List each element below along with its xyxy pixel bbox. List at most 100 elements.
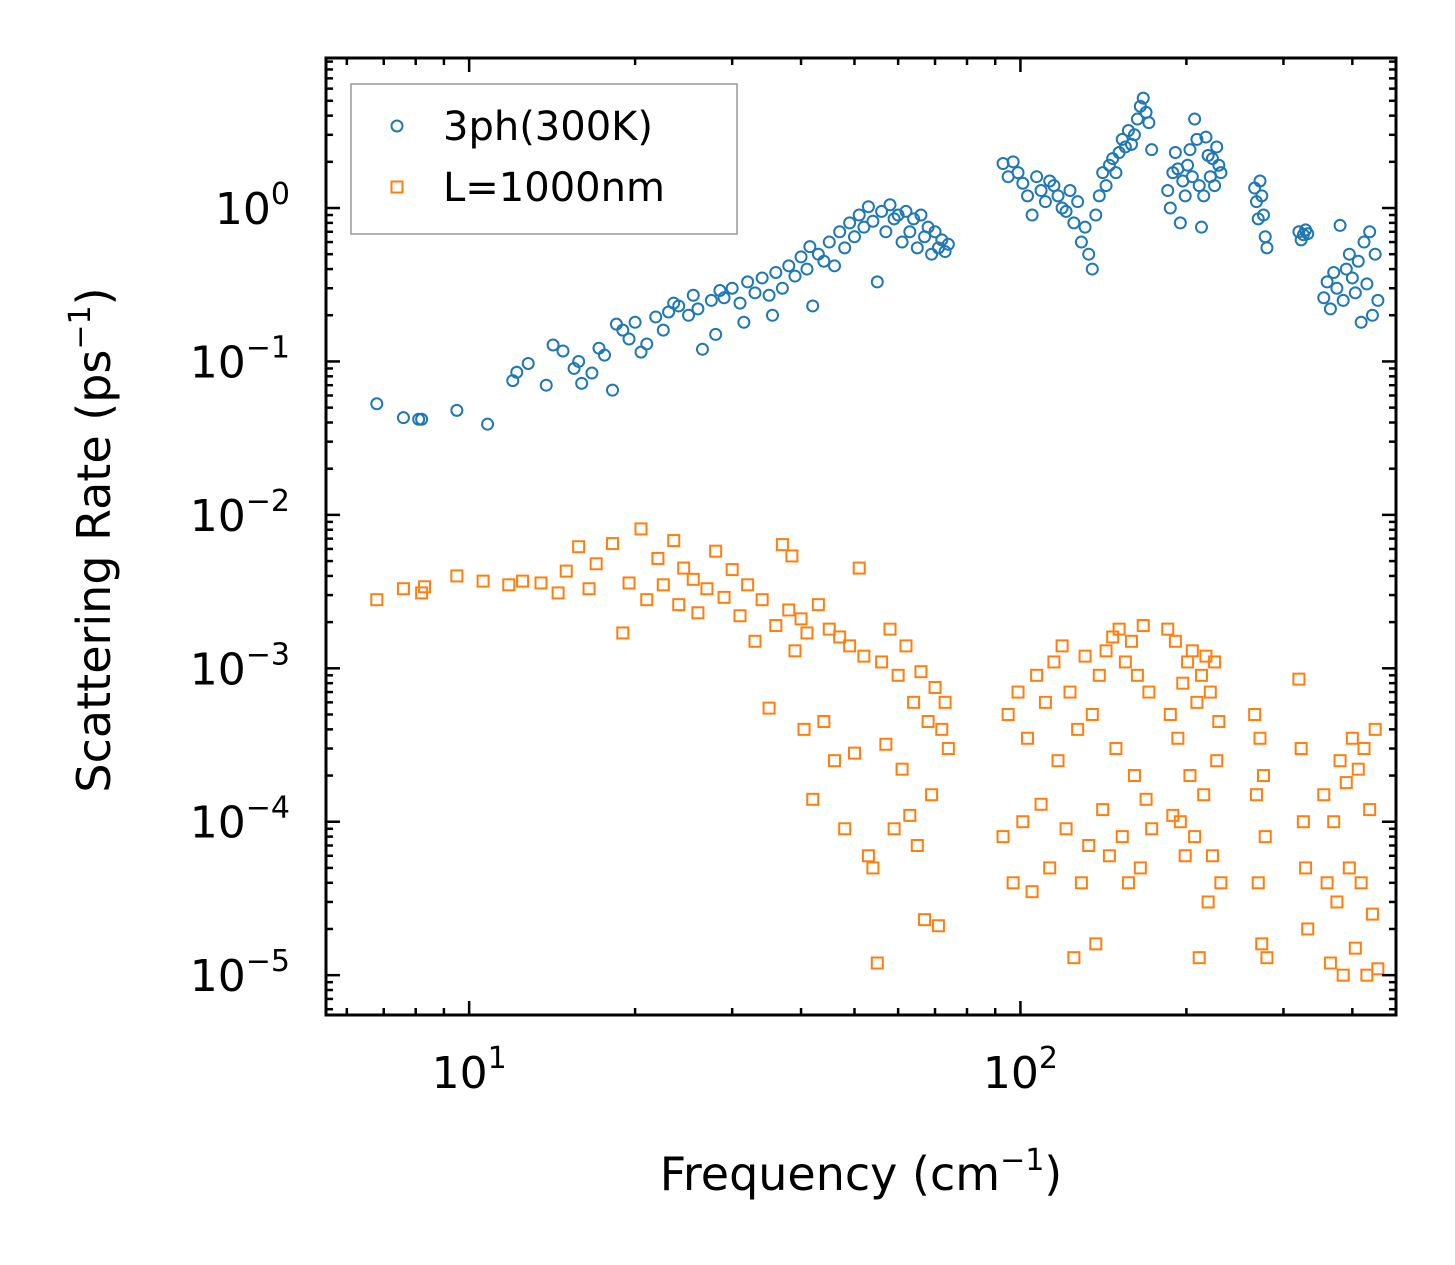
data-point	[833, 225, 847, 239]
data-point	[938, 695, 952, 709]
data-point	[1354, 876, 1368, 890]
data-point	[1085, 262, 1099, 276]
data-point	[1357, 742, 1371, 756]
data-point	[1115, 830, 1129, 844]
data-point	[1317, 291, 1331, 305]
data-point	[1194, 220, 1208, 234]
data-point	[1342, 861, 1356, 875]
data-point	[682, 308, 696, 322]
y-axis-title-sup: −1	[63, 305, 98, 349]
data-point	[1199, 130, 1213, 144]
data-point	[1078, 220, 1092, 234]
data-point	[907, 695, 921, 709]
legend: 3ph(300K) L=1000nm	[350, 83, 738, 235]
data-point	[418, 580, 432, 594]
data-point	[1368, 247, 1382, 261]
data-point	[1078, 649, 1092, 663]
data-point	[1082, 839, 1096, 853]
data-point	[1317, 788, 1331, 802]
data-point	[938, 245, 952, 259]
data-point	[879, 225, 893, 239]
data-point	[622, 576, 636, 590]
data-point	[1296, 815, 1310, 829]
data-point	[1320, 275, 1334, 289]
data-point	[788, 269, 802, 283]
data-point	[1357, 235, 1371, 249]
data-point	[1051, 754, 1065, 768]
data-point	[910, 839, 924, 853]
data-point	[1025, 885, 1039, 899]
data-point	[1096, 166, 1110, 180]
data-point	[1136, 619, 1150, 633]
data-point	[1299, 861, 1313, 875]
data-point	[686, 288, 700, 302]
data-point	[1345, 271, 1359, 285]
data-point	[797, 722, 811, 736]
series-3ph	[370, 91, 1385, 431]
data-point	[907, 212, 921, 226]
data-point	[370, 397, 384, 411]
data-point	[1188, 112, 1202, 126]
data-point	[651, 551, 665, 565]
data-point	[1260, 241, 1274, 255]
data-point	[1210, 754, 1224, 768]
data-point	[1185, 644, 1199, 658]
data-point	[1127, 769, 1141, 783]
data-point	[1330, 281, 1344, 295]
data-point	[822, 235, 836, 249]
data-point	[748, 634, 762, 648]
data-point	[918, 913, 932, 927]
data-point	[838, 822, 852, 836]
data-point	[1260, 951, 1274, 965]
data-point	[1021, 731, 1035, 745]
data-point	[762, 288, 776, 302]
data-point	[1183, 143, 1197, 157]
data-point	[582, 582, 596, 596]
data-point	[1102, 849, 1116, 863]
data-point	[572, 540, 586, 554]
data-point	[597, 348, 611, 362]
data-point	[1363, 225, 1377, 239]
data-point	[1253, 174, 1267, 188]
data-point	[1330, 895, 1344, 909]
data-point	[516, 574, 530, 588]
data-point	[996, 830, 1010, 844]
data-point	[1127, 128, 1141, 142]
data-point	[656, 578, 670, 592]
data-point	[822, 622, 836, 636]
x-axis-title-sup: −1	[1000, 1143, 1044, 1178]
data-point	[737, 315, 751, 329]
data-point	[1192, 951, 1206, 965]
x-tick-label: 102	[983, 1041, 1058, 1099]
data-point	[1163, 707, 1177, 721]
data-point	[717, 590, 731, 604]
data-point	[852, 561, 866, 575]
data-point	[725, 281, 739, 295]
data-point	[534, 576, 548, 590]
data-point	[1183, 769, 1197, 783]
data-point	[1210, 140, 1224, 154]
data-point	[883, 622, 897, 636]
data-point	[672, 598, 686, 612]
data-point	[875, 204, 889, 218]
y-axis-title: Scattering Rate (ps−1)	[63, 287, 121, 792]
data-point	[1085, 707, 1099, 721]
data-point	[1212, 158, 1226, 172]
data-point	[852, 208, 866, 222]
data-point	[717, 291, 731, 305]
data-point	[1257, 208, 1271, 222]
data-point	[1082, 247, 1096, 261]
data-point	[1194, 668, 1208, 682]
data-point	[1336, 293, 1350, 307]
data-point	[1163, 201, 1177, 215]
data-point	[1173, 815, 1187, 829]
x-tick-label: 101	[432, 1041, 507, 1099]
data-point	[899, 204, 913, 218]
data-point	[481, 417, 495, 431]
data-point	[1294, 742, 1308, 756]
data-point	[1109, 166, 1123, 180]
data-point	[1323, 956, 1337, 970]
data-point	[476, 574, 490, 588]
data-point	[1354, 315, 1368, 329]
y-tick-label: 10−5	[190, 944, 290, 1002]
